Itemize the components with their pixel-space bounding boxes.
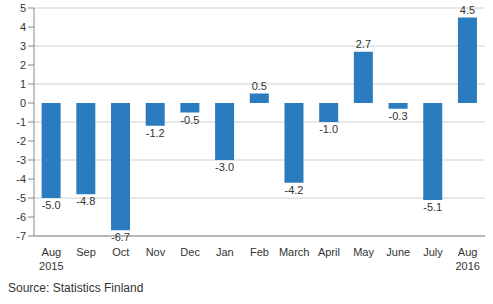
svg-text:April: April <box>318 246 340 258</box>
svg-text:Sep: Sep <box>76 246 96 258</box>
svg-text:-2: -2 <box>16 135 26 147</box>
svg-text:July: July <box>423 246 443 258</box>
svg-text:0: 0 <box>20 97 26 109</box>
svg-text:0.5: 0.5 <box>252 80 267 92</box>
svg-text:-1.0: -1.0 <box>319 123 338 135</box>
svg-text:Aug: Aug <box>458 246 478 258</box>
svg-text:-1: -1 <box>16 116 26 128</box>
svg-text:-4.8: -4.8 <box>76 195 95 207</box>
svg-text:Oct: Oct <box>112 246 129 258</box>
svg-text:March: March <box>279 246 310 258</box>
svg-text:2: 2 <box>20 59 26 71</box>
svg-text:-3.0: -3.0 <box>215 161 234 173</box>
svg-text:-5.1: -5.1 <box>423 201 442 213</box>
svg-text:4.5: 4.5 <box>460 4 475 16</box>
svg-text:-3: -3 <box>16 154 26 166</box>
svg-text:-4.2: -4.2 <box>284 184 303 196</box>
svg-text:-6: -6 <box>16 211 26 223</box>
svg-text:June: June <box>386 246 410 258</box>
svg-text:4: 4 <box>20 21 26 33</box>
svg-text:Nov: Nov <box>146 246 166 258</box>
svg-text:Jan: Jan <box>216 246 234 258</box>
svg-text:3: 3 <box>20 40 26 52</box>
svg-text:-5: -5 <box>16 192 26 204</box>
svg-text:Dec: Dec <box>180 246 200 258</box>
svg-text:-5.0: -5.0 <box>42 199 61 211</box>
svg-text:1: 1 <box>20 78 26 90</box>
svg-text:-0.5: -0.5 <box>180 114 199 126</box>
svg-text:-4: -4 <box>16 173 26 185</box>
svg-text:2.7: 2.7 <box>356 38 371 50</box>
svg-text:May: May <box>353 246 374 258</box>
svg-text:-6.7: -6.7 <box>111 231 130 243</box>
svg-text:2016: 2016 <box>455 260 479 272</box>
svg-text:-7: -7 <box>16 230 26 242</box>
svg-text:-0.3: -0.3 <box>389 110 408 122</box>
svg-text:2015: 2015 <box>39 260 63 272</box>
svg-text:5: 5 <box>20 2 26 14</box>
svg-text:Aug: Aug <box>42 246 62 258</box>
html-text:Source: Statistics Finland: Source: Statistics Finland <box>8 281 144 295</box>
svg-text:Feb: Feb <box>250 246 269 258</box>
svg-text:-1.2: -1.2 <box>146 127 165 139</box>
